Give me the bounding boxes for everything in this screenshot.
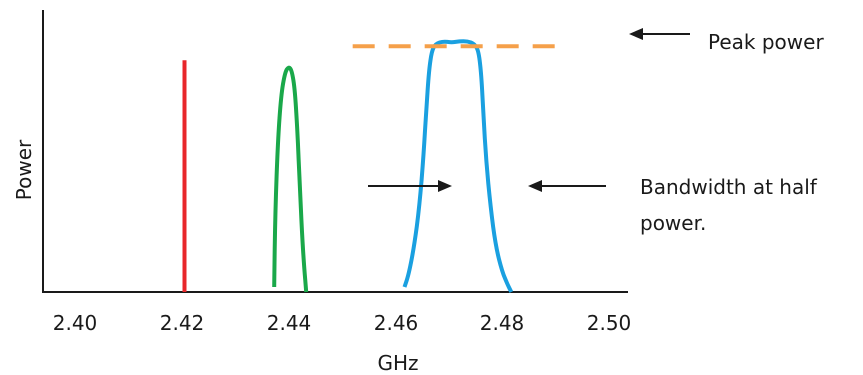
x-tick-label: 2.48 xyxy=(480,311,525,335)
x-tick-label: 2.44 xyxy=(267,311,312,335)
peak-arrow xyxy=(629,28,690,40)
bandwidth-left-arrow xyxy=(368,180,452,192)
y-axis-label: Power xyxy=(12,139,36,200)
peak-power-label: Peak power xyxy=(708,30,824,54)
series-layer xyxy=(182,39,514,293)
bandwidth-label-line2: power. xyxy=(640,211,706,235)
x-tick-label: 2.50 xyxy=(587,311,632,335)
bandwidth-right-arrow xyxy=(528,180,606,192)
x-tick-label: 2.46 xyxy=(374,311,419,335)
x-tick-label: 2.40 xyxy=(53,311,98,335)
x-tick-label: 2.42 xyxy=(160,311,205,335)
green-channel-curve xyxy=(272,65,309,293)
x-tick-labels: 2.40 2.42 2.44 2.46 2.48 2.50 xyxy=(53,311,632,335)
bandwidth-label-line1: Bandwidth at half xyxy=(640,175,818,199)
blue-channel-curve xyxy=(402,39,514,293)
x-axis-label: GHz xyxy=(377,351,418,375)
